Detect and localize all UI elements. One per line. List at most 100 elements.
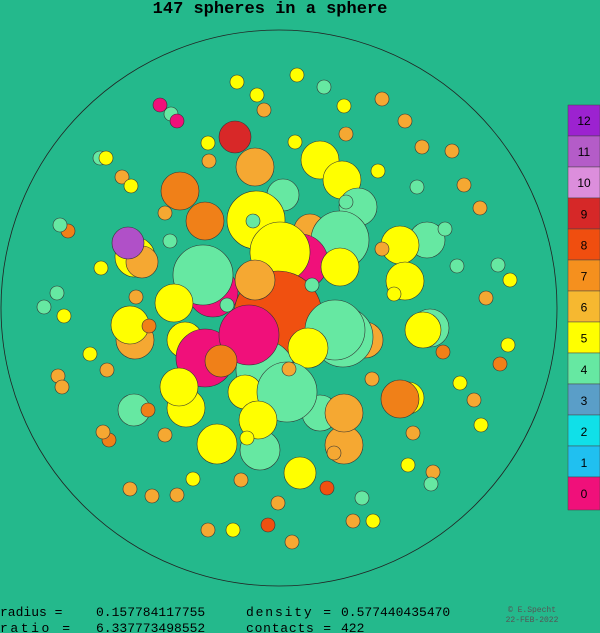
sphere: [157, 205, 173, 221]
sphere: [159, 367, 199, 407]
sphere: [36, 299, 52, 315]
legend-label: 11: [578, 145, 591, 159]
sphere: [492, 356, 508, 372]
sphere: [336, 98, 352, 114]
sphere: [405, 425, 421, 441]
sphere: [52, 217, 68, 233]
sphere: [238, 400, 278, 440]
sphere: [472, 200, 488, 216]
sphere: [256, 102, 272, 118]
legend-label: 1: [581, 456, 588, 470]
container: [0, 29, 558, 587]
sphere: [374, 241, 390, 257]
sphere: [345, 513, 361, 529]
sphere: [49, 285, 65, 301]
legend-swatch: [567, 476, 600, 511]
sphere: [473, 417, 489, 433]
legend-label: 5: [581, 332, 588, 346]
sphere: [289, 67, 305, 83]
sphere: [200, 135, 216, 151]
sphere: [260, 517, 276, 533]
sphere: [283, 456, 317, 490]
sphere: [235, 147, 275, 187]
legend-swatch: [567, 135, 600, 168]
sphere: [456, 177, 472, 193]
sphere: [423, 476, 439, 492]
sphere: [56, 308, 72, 324]
sphere: [162, 233, 178, 249]
sphere: [144, 488, 160, 504]
sphere: [452, 375, 468, 391]
sphere: [500, 337, 516, 353]
sphere: [169, 487, 185, 503]
legend-label: 8: [581, 238, 588, 252]
legend-label: 3: [581, 394, 588, 408]
sphere: [154, 283, 194, 323]
sphere: [218, 304, 280, 366]
sphere: [185, 471, 201, 487]
legend-swatch: [567, 445, 600, 478]
legend-swatch: [567, 259, 600, 292]
sphere: [82, 346, 98, 362]
sphere: [239, 430, 255, 446]
legend-swatch: [567, 197, 600, 230]
sphere: [365, 513, 381, 529]
sphere: [95, 424, 111, 440]
legend-swatch: [567, 166, 600, 199]
stat-label: contacts =: [246, 621, 331, 633]
sphere: [326, 445, 342, 461]
sphere: [141, 318, 157, 334]
sphere: [157, 427, 173, 443]
sphere: [287, 134, 303, 150]
sphere: [111, 226, 145, 260]
legend-swatch: [567, 321, 600, 354]
sphere: [270, 495, 286, 511]
sphere: [320, 247, 360, 287]
sphere: [281, 361, 297, 377]
sphere: [128, 289, 144, 305]
sphere: [374, 91, 390, 107]
legend-swatch: [567, 383, 600, 416]
sphere: [234, 259, 276, 301]
sphere: [123, 178, 139, 194]
sphere: [397, 113, 413, 129]
stat-label: density =: [246, 605, 331, 620]
legend-swatch: [567, 104, 600, 137]
sphere: [140, 402, 156, 418]
legend-label: 7: [581, 270, 588, 284]
stat-value: 422: [341, 621, 364, 633]
legend-label: 4: [581, 363, 588, 377]
sphere: [287, 327, 329, 369]
sphere: [324, 393, 364, 433]
sphere: [490, 257, 506, 273]
sphere: [245, 213, 261, 229]
sphere: [502, 272, 518, 288]
legend-swatch: [567, 290, 600, 323]
sphere: [338, 194, 354, 210]
sphere: [425, 464, 441, 480]
legend-label: 2: [581, 425, 588, 439]
stat-value: 0.157784117755: [96, 605, 205, 620]
sphere: [319, 480, 335, 496]
sphere: [364, 371, 380, 387]
sphere: [249, 87, 265, 103]
sphere: [338, 126, 354, 142]
legend-label: 10: [577, 176, 591, 190]
sphere: [284, 534, 300, 550]
credit-author: © E.Specht: [508, 606, 556, 615]
sphere: [233, 472, 249, 488]
sphere: [466, 392, 482, 408]
sphere: [185, 201, 225, 241]
spheres: [36, 67, 518, 550]
legend-label: 6: [581, 301, 588, 315]
sphere: [200, 522, 216, 538]
sphere: [218, 120, 252, 154]
sphere: [437, 221, 453, 237]
sphere: [54, 379, 70, 395]
credit-date: 22-FEB-2022: [506, 616, 559, 625]
legend-label: 9: [581, 207, 588, 221]
sphere: [152, 97, 168, 113]
stat-value: 0.577440435470: [341, 605, 450, 620]
sphere: [229, 74, 245, 90]
